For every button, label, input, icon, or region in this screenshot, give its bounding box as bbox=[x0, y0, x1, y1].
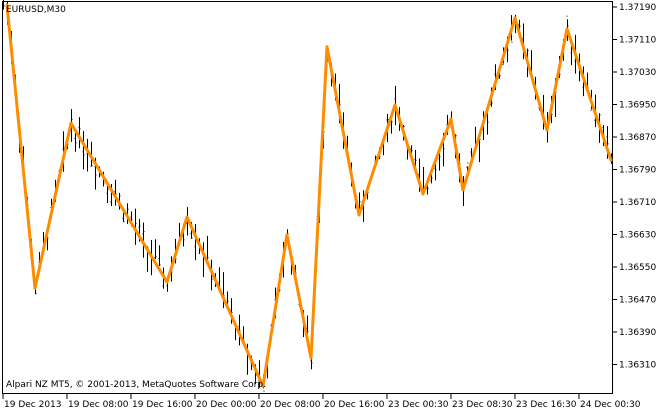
price-axis: 1.37190 1.37110 1.37030 1.36950 1.36870 1.367… bbox=[613, 3, 656, 371]
y-tick-label: 1.36310 bbox=[619, 361, 656, 371]
x-tick-label: 19 Dec 16:00 bbox=[132, 400, 193, 410]
y-tick-label: 1.36950 bbox=[619, 101, 656, 111]
zigzag-segment bbox=[165, 215, 189, 284]
zigzag-segment bbox=[461, 16, 517, 192]
price-bar bbox=[142, 222, 145, 258]
x-tick-label: 23 Dec 00:30 bbox=[388, 400, 449, 410]
y-tick-label: 1.37190 bbox=[619, 3, 656, 13]
x-tick-label: 20 Dec 16:00 bbox=[324, 400, 385, 410]
y-tick-label: 1.36470 bbox=[619, 296, 656, 306]
y-tick-label: 1.36790 bbox=[619, 166, 656, 176]
zigzag-segment bbox=[261, 233, 289, 388]
price-bar bbox=[82, 130, 85, 170]
price-bar bbox=[2, 0, 5, 10]
zigzag-segment bbox=[357, 103, 397, 217]
price-bar bbox=[122, 212, 125, 223]
zigzag-indicator bbox=[5, 3, 613, 388]
zigzag-segment bbox=[5, 3, 37, 290]
zigzag-segment bbox=[393, 103, 425, 196]
price-bar bbox=[390, 120, 393, 134]
y-tick-label: 1.36550 bbox=[619, 263, 656, 273]
chart-title: EURUSD,M30 bbox=[6, 5, 66, 15]
zigzag-segment bbox=[309, 45, 329, 360]
zigzag-segment bbox=[421, 117, 453, 196]
zigzag-segment bbox=[285, 233, 313, 360]
zigzag-segment bbox=[565, 27, 613, 162]
price-bar bbox=[78, 117, 81, 149]
zigzag-segment bbox=[513, 16, 549, 132]
price-bar bbox=[106, 186, 109, 203]
price-bar bbox=[154, 239, 157, 260]
y-tick-label: 1.36870 bbox=[619, 133, 656, 143]
price-bar bbox=[114, 179, 117, 206]
y-tick-label: 1.36710 bbox=[619, 198, 656, 208]
zigzag-segment bbox=[449, 117, 465, 192]
zigzag-segment bbox=[185, 215, 265, 388]
zigzag-segment bbox=[545, 27, 569, 132]
y-tick-label: 1.37110 bbox=[619, 36, 656, 46]
price-bar bbox=[438, 152, 441, 171]
x-tick-label: 19 Dec 2013 bbox=[4, 400, 62, 410]
x-tick-label: 19 Dec 08:00 bbox=[68, 400, 129, 410]
x-tick-label: 23 Dec 16:30 bbox=[516, 400, 577, 410]
price-bar bbox=[158, 245, 161, 266]
price-bar bbox=[90, 141, 93, 167]
time-axis: 19 Dec 2013 19 Dec 08:00 19 Dec 16:00 20 De… bbox=[2, 394, 641, 410]
zigzag-segment bbox=[69, 121, 169, 284]
y-tick-label: 1.37030 bbox=[619, 68, 656, 78]
x-tick-label: 20 Dec 08:00 bbox=[260, 400, 321, 410]
x-tick-label: 24 Dec 00:30 bbox=[580, 400, 641, 410]
y-tick-label: 1.36630 bbox=[619, 231, 656, 241]
y-tick-label: 1.36390 bbox=[619, 328, 656, 338]
x-tick-label: 23 Dec 08:30 bbox=[452, 400, 513, 410]
zigzag-segment bbox=[33, 121, 73, 290]
copyright-text: Alpari NZ MT5, © 2001-2013, MetaQuotes S… bbox=[6, 380, 266, 390]
x-tick-label: 20 Dec 00:00 bbox=[196, 400, 257, 410]
zigzag-segment bbox=[325, 45, 361, 217]
